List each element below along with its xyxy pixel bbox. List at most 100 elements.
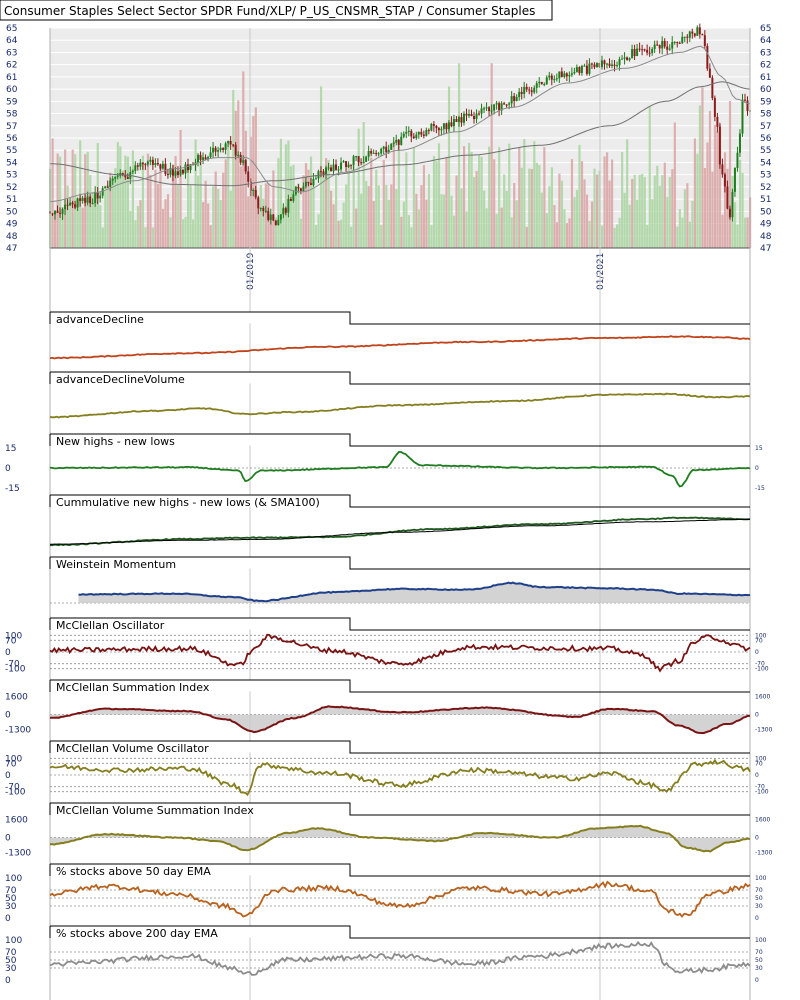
x-axis-tick-label: 01/2019	[246, 252, 256, 290]
volume-bar	[721, 214, 724, 248]
candle-body	[327, 167, 330, 169]
candle-body	[365, 156, 368, 162]
panel-title: advanceDeclineVolume	[56, 373, 185, 386]
volume-bar	[621, 151, 624, 248]
volume-bar	[259, 184, 262, 248]
candle-body	[598, 63, 601, 68]
candle-body	[264, 210, 267, 212]
volume-bar	[636, 199, 639, 248]
volume-bar	[513, 183, 516, 248]
volume-bar	[485, 208, 488, 248]
price-y-tick-right: 59	[760, 97, 772, 107]
candle-body	[498, 103, 501, 111]
price-y-tick-right: 54	[760, 158, 772, 168]
volume-bar	[126, 156, 129, 248]
volume-bar	[676, 226, 679, 248]
volume-bar	[688, 221, 691, 248]
volume-bar	[161, 208, 165, 248]
candle-body	[314, 178, 317, 180]
volume-bar	[505, 190, 508, 248]
panel-header-frame	[49, 740, 750, 754]
volume-bar	[392, 141, 395, 248]
panel-y-tick-right: 30	[755, 965, 763, 972]
volume-bar	[289, 166, 293, 248]
indicator-panel: McClellan Oscillator100700-70-100100700-…	[5, 617, 769, 675]
panel-title: Weinstein Momentum	[56, 558, 176, 571]
panel-y-tick-right: 70	[755, 949, 763, 956]
volume-bar	[460, 188, 463, 248]
candle-body	[367, 150, 370, 157]
volume-bar	[377, 185, 380, 248]
volume-bar	[646, 224, 649, 248]
candle-body	[535, 83, 538, 88]
volume-bar	[345, 184, 348, 248]
candle-body	[319, 171, 322, 173]
candle-body	[415, 134, 418, 139]
volume-bar	[402, 201, 405, 248]
volume-bar	[169, 217, 172, 248]
candle-body	[480, 108, 483, 114]
price-y-tick-left: 65	[6, 24, 17, 34]
volume-bar	[314, 225, 318, 248]
panel-y-tick-left: 0	[5, 464, 11, 474]
candle-body	[397, 139, 400, 145]
candle-body	[475, 113, 478, 120]
candle-body	[202, 157, 205, 160]
volume-bar	[515, 200, 518, 248]
volume-bar	[681, 217, 684, 248]
volume-bar	[641, 174, 644, 248]
volume-bar	[713, 124, 717, 248]
volume-bar	[66, 185, 69, 248]
candle-body	[252, 190, 255, 192]
candle-body	[452, 119, 455, 127]
volume-bar	[580, 161, 584, 248]
candle-body	[462, 113, 465, 123]
volume-bar	[144, 227, 147, 248]
volume-bar	[523, 138, 526, 248]
candle-body	[407, 130, 410, 132]
candle-body	[104, 186, 107, 189]
candle-body	[733, 167, 736, 192]
panel-y-tick-left: -70	[5, 660, 20, 670]
volume-bar	[425, 199, 428, 248]
candle-body	[718, 126, 721, 165]
volume-bar	[330, 190, 333, 248]
candle-body	[56, 210, 59, 213]
sma-slow-line	[50, 81, 751, 187]
volume-bar	[565, 223, 569, 248]
volume-bar	[239, 166, 242, 248]
candle-body	[440, 128, 443, 131]
volume-bar	[337, 220, 340, 248]
volume-bar	[583, 179, 586, 248]
volume-bar	[633, 174, 636, 248]
candle-body	[131, 170, 134, 173]
candle-body	[555, 78, 558, 80]
candle-body	[134, 165, 137, 171]
candle-body	[638, 48, 641, 50]
volume-bar	[304, 163, 308, 248]
candle-body	[106, 186, 109, 188]
volume-bar	[490, 63, 493, 248]
panel-y-tick-left: 70	[5, 759, 17, 769]
candle-body	[199, 154, 202, 160]
volume-bar	[119, 146, 122, 248]
candle-body	[681, 36, 684, 44]
candle-body	[678, 42, 681, 44]
candle-body	[214, 147, 217, 152]
candle-body	[457, 117, 460, 122]
volume-bar	[355, 208, 358, 248]
candle-body	[96, 191, 99, 199]
candle-body	[66, 204, 69, 206]
candle-body	[124, 175, 127, 178]
volume-bar	[335, 174, 338, 248]
panel-title: New highs - new lows	[56, 435, 175, 448]
candle-body	[139, 162, 142, 167]
candle-body	[101, 188, 104, 196]
panel-header-frame	[49, 371, 750, 385]
candle-body	[209, 152, 212, 158]
volume-bar	[332, 204, 335, 248]
candle-body	[442, 123, 445, 129]
candle-body	[410, 130, 413, 137]
candle-body	[335, 164, 338, 170]
